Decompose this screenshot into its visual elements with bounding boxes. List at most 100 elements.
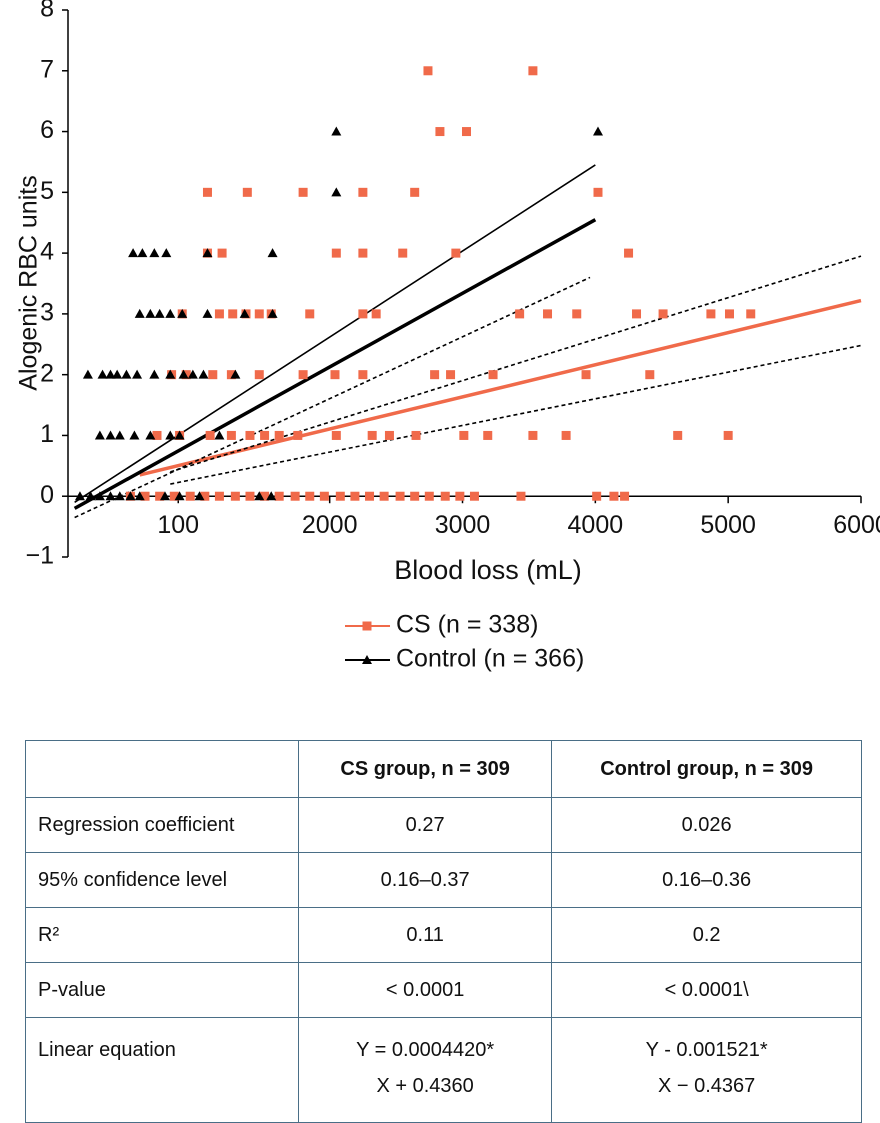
- triangle-point: [137, 248, 148, 258]
- row-label: P-value: [25, 962, 299, 1018]
- x-tick-label: 100: [157, 511, 199, 539]
- triangle-point: [254, 491, 265, 501]
- square-point: [305, 491, 315, 501]
- header-row: CS group, n = 309 Control group, n = 309: [25, 740, 862, 798]
- square-point: [423, 66, 433, 76]
- triangle-point: [105, 369, 116, 379]
- square-point: [335, 491, 345, 501]
- header-cell: Control group, n = 309: [551, 740, 862, 798]
- square-point: [673, 430, 683, 440]
- square-point: [410, 187, 420, 197]
- square-point: [488, 370, 498, 380]
- square-point: [298, 370, 308, 380]
- triangle-point: [129, 430, 140, 440]
- table-row: P-value < 0.0001 < 0.0001\: [25, 962, 862, 1018]
- square-point: [185, 491, 195, 501]
- triangle-point: [94, 491, 105, 501]
- square-point: [446, 370, 456, 380]
- cell-line: X + 0.4360: [376, 1075, 474, 1097]
- square-point: [245, 491, 255, 501]
- square-point: [202, 187, 212, 197]
- regression-line: [170, 255, 862, 473]
- square-point: [620, 491, 630, 501]
- square-point: [632, 309, 642, 319]
- triangle-point: [105, 430, 116, 440]
- square-point: [200, 491, 210, 501]
- square-point: [358, 187, 368, 197]
- square-point: [572, 309, 582, 319]
- square-point: [410, 491, 420, 501]
- y-tick-label: 0: [40, 481, 54, 509]
- cell-line: Y - 0.001521*: [645, 1039, 768, 1061]
- triangle-point: [187, 369, 198, 379]
- triangle-point: [267, 308, 278, 318]
- triangle-point: [145, 430, 156, 440]
- row-label: Linear equation: [25, 1017, 299, 1123]
- triangle-point: [105, 491, 116, 501]
- square-point: [746, 309, 756, 319]
- square-point: [451, 248, 461, 258]
- square-point: [371, 309, 381, 319]
- regression-line: [139, 298, 862, 477]
- triangle-point: [230, 369, 241, 379]
- triangle-point: [149, 248, 160, 258]
- table-cell: 0.27: [297, 797, 553, 853]
- square-point: [593, 187, 603, 197]
- triangle-point: [331, 187, 342, 197]
- square-point: [609, 491, 619, 501]
- square-point: [395, 491, 405, 501]
- triangle-point: [174, 491, 185, 501]
- square-point: [459, 430, 469, 440]
- square-point: [724, 309, 734, 319]
- square-point: [254, 309, 264, 319]
- triangle-point: [132, 369, 143, 379]
- row-label: R²: [25, 907, 299, 963]
- triangle-point: [154, 308, 165, 318]
- square-point: [516, 491, 526, 501]
- square-point: [440, 491, 450, 501]
- square-point: [706, 309, 716, 319]
- legend-label: Control (n = 366): [396, 645, 584, 673]
- square-point: [155, 491, 165, 501]
- square-point: [379, 491, 389, 501]
- y-tick-label: 1: [40, 420, 54, 448]
- square-point: [358, 370, 368, 380]
- triangle-point: [149, 369, 160, 379]
- y-tick-label: 7: [40, 55, 54, 83]
- x-tick-label: 2000: [302, 511, 358, 539]
- square-point: [152, 430, 162, 440]
- triangle-point: [331, 126, 342, 136]
- triangle-point: [74, 491, 85, 501]
- square-point: [305, 309, 315, 319]
- square-point: [424, 491, 434, 501]
- square-point: [208, 370, 218, 380]
- x-tick-label: 5000: [700, 511, 756, 539]
- square-point: [358, 248, 368, 258]
- row-label: Regression coefficient: [25, 797, 299, 853]
- cell-line: 0.16–0.36: [662, 868, 752, 891]
- x-tick-label: 4000: [568, 511, 624, 539]
- square-point: [242, 187, 252, 197]
- square-point: [214, 309, 224, 319]
- square-point: [645, 370, 655, 380]
- table-row: Regression coefficient 0.27 0.026: [25, 797, 862, 853]
- triangle-point: [125, 491, 136, 501]
- x-axis-label: Blood loss (mL): [394, 555, 582, 585]
- square-point: [205, 430, 215, 440]
- triangle-point: [128, 248, 139, 258]
- cell-line: 0.16–0.37: [380, 868, 470, 891]
- x-tick-label: 6000: [833, 511, 880, 539]
- table-cell: 0.026: [551, 797, 862, 853]
- table-cell: Y = 0.0004420* X + 0.4360: [297, 1017, 553, 1123]
- cell-line: 0.026: [681, 813, 732, 836]
- square-point: [592, 491, 602, 501]
- square-point: [483, 430, 493, 440]
- triangle-point: [202, 248, 213, 258]
- square-point: [214, 491, 224, 501]
- table-cell: 0.2: [551, 907, 862, 963]
- square-point: [461, 127, 471, 137]
- y-tick-label: 3: [40, 298, 54, 326]
- square-point: [515, 309, 525, 319]
- square-point: [330, 370, 340, 380]
- triangle-point: [159, 491, 170, 501]
